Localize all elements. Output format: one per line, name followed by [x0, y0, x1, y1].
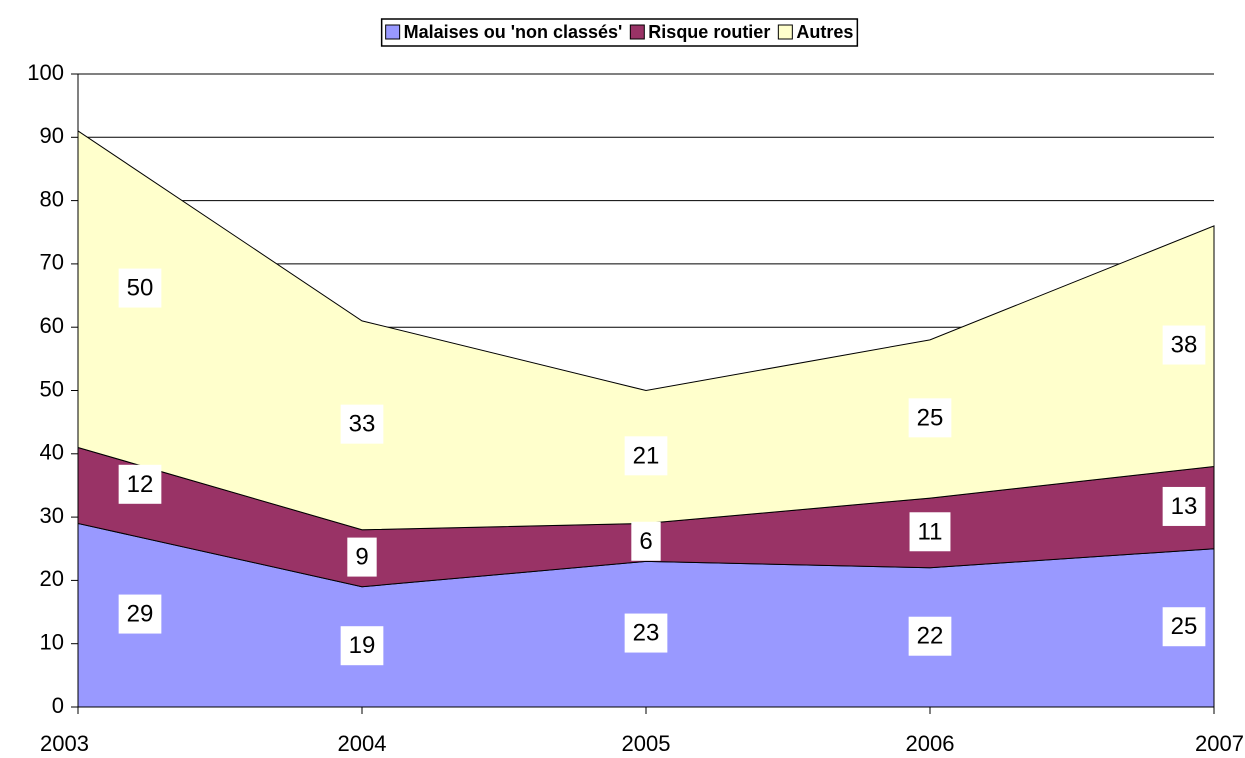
data-label-box	[908, 398, 952, 438]
data-label-text: 23	[633, 620, 660, 647]
data-label: 33	[340, 404, 384, 444]
data-label-box	[624, 613, 668, 653]
data-label-text: 29	[127, 601, 154, 628]
y-tick-label: 70	[40, 250, 64, 275]
data-label: 25	[908, 398, 952, 438]
data-label-box	[340, 626, 384, 666]
x-tick-label: 2003	[40, 731, 89, 756]
y-tick-label: 60	[40, 313, 64, 338]
data-label-text: 9	[355, 544, 368, 571]
data-label: 12	[118, 464, 162, 504]
data-label-box	[908, 616, 952, 656]
x-tick-label: 2004	[338, 731, 387, 756]
y-tick-label: 90	[40, 123, 64, 148]
x-tick-label: 2007	[1195, 731, 1244, 756]
data-label-box	[1162, 607, 1206, 647]
data-label-text: 19	[349, 632, 376, 659]
data-label-text: 38	[1171, 332, 1198, 359]
data-label-text: 21	[633, 442, 660, 469]
data-label: 29	[118, 594, 162, 634]
data-label-box	[118, 594, 162, 634]
data-label-box	[118, 268, 162, 308]
data-label-text: 6	[639, 528, 652, 555]
data-label-text: 33	[349, 411, 376, 438]
data-label-box	[631, 521, 661, 561]
data-label-text: 12	[127, 471, 154, 498]
data-label-box	[1162, 486, 1206, 526]
data-label: 19	[340, 626, 384, 666]
data-label-box	[347, 537, 377, 577]
legend-label: Autres	[796, 22, 853, 42]
y-tick-label: 10	[40, 630, 64, 655]
data-label: 21	[624, 436, 668, 476]
legend-swatch	[385, 24, 401, 40]
data-label-box	[624, 436, 668, 476]
legend-swatch	[629, 24, 645, 40]
data-label: 23	[624, 613, 668, 653]
data-label: 11	[909, 512, 951, 552]
y-tick-label: 20	[40, 566, 64, 591]
legend-label: Malaises ou 'non classés'	[404, 22, 623, 42]
data-label: 50	[118, 268, 162, 308]
y-tick-label: 80	[40, 186, 64, 211]
data-label: 13	[1162, 486, 1206, 526]
data-label-text: 25	[917, 404, 944, 431]
data-label-text: 50	[127, 275, 154, 302]
data-label-box	[340, 404, 384, 444]
data-label: 22	[908, 616, 952, 656]
x-tick-label: 2006	[906, 731, 955, 756]
legend-swatch	[777, 24, 793, 40]
y-tick-label: 0	[52, 693, 64, 718]
data-label-text: 11	[918, 518, 943, 545]
data-label-box	[1162, 325, 1206, 365]
data-label-box	[909, 512, 951, 552]
data-label-text: 25	[1171, 613, 1198, 640]
data-label-text: 13	[1171, 493, 1198, 520]
data-label: 25	[1162, 607, 1206, 647]
data-label-box	[118, 464, 162, 504]
data-label-text: 22	[917, 623, 944, 650]
x-tick-label: 2005	[622, 731, 671, 756]
y-tick-label: 40	[40, 440, 64, 465]
data-label: 6	[631, 521, 661, 561]
legend-label: Risque routier	[648, 22, 770, 42]
y-tick-label: 100	[27, 60, 64, 85]
y-tick-label: 50	[40, 376, 64, 401]
legend: Malaises ou 'non classés' Risque routier A…	[380, 18, 859, 47]
y-tick-label: 30	[40, 503, 64, 528]
data-label: 38	[1162, 325, 1206, 365]
data-label: 9	[347, 537, 377, 577]
